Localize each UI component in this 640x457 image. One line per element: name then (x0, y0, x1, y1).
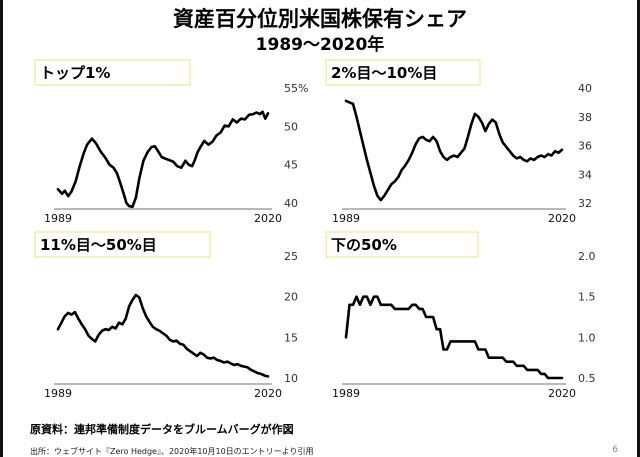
panel-label-box (325, 59, 481, 86)
chart-panel-3: 11%目〜50%目 10 15 20 25 1989 2020 (34, 231, 298, 400)
panel-title: 下の50% (331, 236, 397, 254)
x-tick-label: 2020 (254, 387, 282, 400)
y-tick-label: 25 (284, 250, 298, 263)
panel-title: トップ1% (40, 64, 110, 82)
y-tick-label: 40 (284, 197, 298, 210)
y-tick-label: 38 (578, 111, 592, 124)
panel-label-box (34, 59, 191, 86)
y-tick-label: 45 (284, 159, 298, 172)
series-line (56, 293, 270, 378)
left-frame-border (0, 0, 3, 457)
page-number: 6 (612, 445, 618, 455)
chart-panel-4: 下の50% 0.5 1.0 1.5 2.0 1989 2020 (325, 231, 596, 400)
x-tick-label: 1989 (332, 387, 360, 400)
y-tick-label: 34 (578, 168, 592, 181)
y-tick-label: 20 (284, 291, 298, 304)
y-tick-label: 36 (578, 140, 592, 153)
y-tick-label: 50 (284, 120, 298, 133)
y-tick-label: 32 (578, 197, 592, 210)
panel-label-box (34, 231, 211, 258)
y-tick-label: 1.0 (578, 331, 596, 344)
y-tick-label: 1.5 (578, 291, 596, 304)
y-tick-label: 40 (578, 82, 592, 95)
chart-panel-2: 2%目〜10%目 32 34 36 38 40 1989 2020 (325, 59, 592, 225)
panel-title: 2%目〜10%目 (331, 64, 437, 82)
y-tick-label: 15 (284, 331, 298, 344)
y-tick-label: 55% (284, 82, 308, 95)
x-tick-label: 1989 (44, 387, 72, 400)
x-tick-label: 1989 (44, 212, 72, 225)
x-tick-label: 2020 (548, 212, 576, 225)
x-tick-label: 2020 (254, 212, 282, 225)
citation-note: 出所：ウェブサイト『Zero Hedge』、2020年10月10日のエントリーよ… (30, 447, 314, 456)
slide-subtitle: 1989〜2020年 (255, 35, 385, 55)
series-line (344, 295, 564, 380)
series-line (56, 110, 270, 209)
y-tick-label: 0.5 (578, 372, 596, 385)
right-frame-border (637, 0, 640, 457)
panel-title: 11%目〜50%目 (40, 236, 157, 254)
slide-title: 資産百分位別米国株保有シェア (173, 7, 467, 31)
x-tick-label: 2020 (548, 387, 576, 400)
panel-label-box (325, 231, 479, 258)
series-line (344, 99, 564, 202)
source-note: 原資料：連邦準備制度データをブルームバーグが作図 (30, 423, 294, 436)
x-tick-label: 1989 (332, 212, 360, 225)
chart-panel-1: トップ1% 40 45 50 55% 1989 2020 (34, 59, 308, 225)
y-tick-label: 2.0 (578, 250, 596, 263)
y-tick-label: 10 (284, 372, 298, 385)
